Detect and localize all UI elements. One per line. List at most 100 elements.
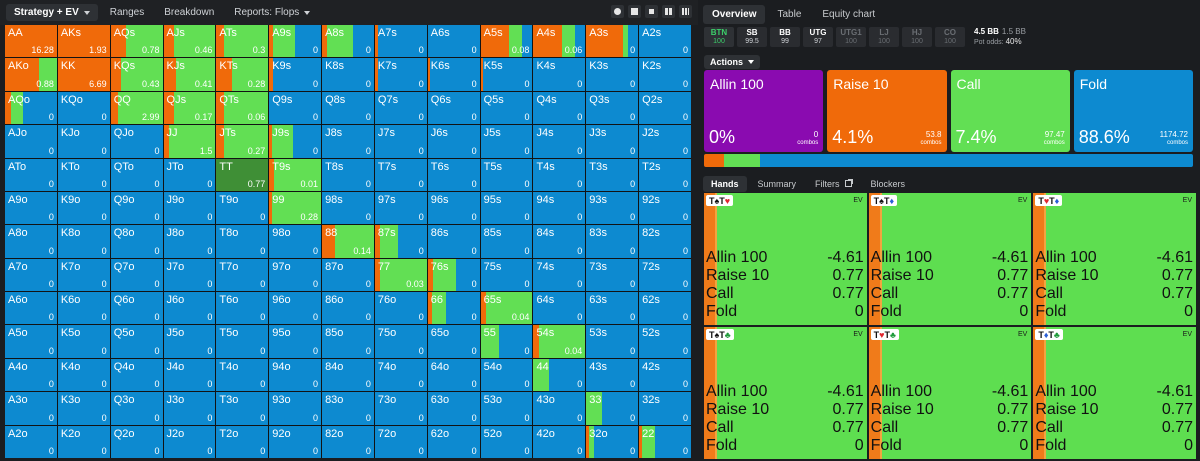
hand-cell[interactable]: 53o 0 (480, 392, 533, 425)
hand-cell[interactable]: 52o 0 (480, 425, 533, 458)
hand-cell[interactable]: Q2s 0 (639, 91, 691, 125)
tab-overview[interactable]: Overview (703, 4, 766, 24)
hand-cell[interactable]: QJs 0.17 (163, 91, 216, 125)
hand-cell[interactable]: JTs 0.27 (216, 125, 269, 158)
position-utg1[interactable]: UTG1 100 (836, 27, 866, 47)
hand-cell[interactable]: AQo 0 (5, 91, 57, 125)
hand-cell[interactable]: AQs 0.78 (110, 25, 163, 58)
hand-cell[interactable]: 42o 0 (533, 425, 586, 458)
hand-cell[interactable]: T3o 0 (216, 392, 269, 425)
position-lj[interactable]: LJ 100 (869, 27, 899, 47)
hand-cell[interactable]: T2o 0 (216, 425, 269, 458)
hand-cell[interactable]: 94o 0 (269, 358, 322, 392)
hand-cell[interactable]: A9s 0 (269, 25, 322, 58)
tab-equity-chart[interactable]: Equity chart (822, 8, 876, 20)
hand-cell[interactable]: KTs 0.28 (216, 58, 269, 91)
hand-cell[interactable]: J6s 0 (427, 125, 480, 158)
hand-cell[interactable]: ATo 0 (5, 158, 57, 191)
hand-cell[interactable]: 72s 0 (639, 258, 691, 292)
hand-cell[interactable]: KQs 0.43 (110, 58, 163, 91)
hand-cell[interactable]: 77 0.03 (374, 258, 427, 292)
hand-cell[interactable]: J4o 0 (163, 358, 216, 392)
hand-cell[interactable]: T9s 0.01 (269, 158, 322, 191)
tab-table[interactable]: Table (777, 8, 802, 20)
hand-cell[interactable]: JJ 1.5 (163, 125, 216, 158)
strategy-tab[interactable]: Strategy + EV (6, 4, 98, 21)
hand-cell[interactable]: KJo 0 (57, 125, 110, 158)
hand-cell[interactable]: 83o 0 (322, 392, 374, 425)
hand-cell[interactable]: KQo 0 (57, 91, 110, 125)
hand-cell[interactable]: AKo 0.88 (5, 58, 57, 91)
hand-cell[interactable]: 99 0.28 (269, 191, 322, 225)
hand-cell[interactable]: 83s 0 (586, 225, 639, 258)
hand-cell[interactable]: 76s 0 (427, 258, 480, 292)
hand-cell[interactable]: J5s 0 (480, 125, 533, 158)
hand-cell[interactable]: 84s 0 (533, 225, 586, 258)
hand-cell[interactable]: A4s 0.06 (533, 25, 586, 58)
hand-cell[interactable]: QQ 2.99 (110, 91, 163, 125)
hand-cell[interactable]: 87s 0 (374, 225, 427, 258)
position-btn[interactable]: BTN 100 (704, 27, 734, 47)
hand-cell[interactable]: Q7o 0 (110, 258, 163, 292)
hand-cell[interactable]: 98s 0 (322, 191, 374, 225)
hand-cell[interactable]: 73s 0 (586, 258, 639, 292)
hand-cell[interactable]: 65s 0.04 (480, 292, 533, 325)
hand-cell[interactable]: J2s 0 (639, 125, 691, 158)
hand-cell[interactable]: T2s 0 (639, 158, 691, 191)
hand-cell[interactable]: 63o 0 (427, 392, 480, 425)
hand-cell[interactable]: KJs 0.41 (163, 58, 216, 91)
hand-cell[interactable]: A2s 0 (639, 25, 691, 58)
hand-cell[interactable]: 96s 0 (427, 191, 480, 225)
hand-cell[interactable]: J8s 0 (322, 125, 374, 158)
hand-cell[interactable]: QTo 0 (110, 158, 163, 191)
hand-cell[interactable]: Q3o 0 (110, 392, 163, 425)
hand-cell[interactable]: Q5o 0 (110, 325, 163, 358)
hand-cell[interactable]: K8s 0 (322, 58, 374, 91)
position-sb[interactable]: SB 99.5 (737, 27, 767, 47)
hand-cell[interactable]: Q7s 0 (374, 91, 427, 125)
hand-cell[interactable]: A6s 0 (427, 25, 480, 58)
hand-cell[interactable]: 95o 0 (269, 325, 322, 358)
hand-cell[interactable]: A3o 0 (5, 392, 57, 425)
hand-cell[interactable]: K5o 0 (57, 325, 110, 358)
hand-cell[interactable]: T7s 0 (374, 158, 427, 191)
hand-cell[interactable]: 32o 0 (586, 425, 639, 458)
hand-cell[interactable]: A7o 0 (5, 258, 57, 292)
tab-blockers[interactable]: Blockers (863, 176, 914, 192)
hand-cell[interactable]: ATs 0.3 (216, 25, 269, 58)
position-co[interactable]: CO 100 (935, 27, 965, 47)
hand-cell[interactable]: Q6o 0 (110, 292, 163, 325)
hand-cell[interactable]: 42s 0 (639, 358, 691, 392)
hand-cell[interactable]: 32s 0 (639, 392, 691, 425)
hand-cell[interactable]: A6o 0 (5, 292, 57, 325)
hand-cell[interactable]: A8o 0 (5, 225, 57, 258)
hand-cell[interactable]: Q8o 0 (110, 225, 163, 258)
hand-cell[interactable]: 73o 0 (374, 392, 427, 425)
hand-cell[interactable]: 54s 0.04 (533, 325, 586, 358)
hand-cell[interactable]: 52s 0 (639, 325, 691, 358)
hand-cell[interactable]: A2o 0 (5, 425, 57, 458)
hand-cell[interactable]: 96o 0 (269, 292, 322, 325)
hand-cell[interactable]: AA 16.28 (5, 25, 57, 58)
hand-cell[interactable]: 85s 0 (480, 225, 533, 258)
tab-filters[interactable]: Filters (807, 176, 860, 192)
hand-cell[interactable]: KTo 0 (57, 158, 110, 191)
hand-cell[interactable]: K9s 0 (269, 58, 322, 91)
hand-cell[interactable]: A9o 0 (5, 191, 57, 225)
hand-cell[interactable]: 93s 0 (586, 191, 639, 225)
hand-cell[interactable]: 75o 0 (374, 325, 427, 358)
hand-cell[interactable]: T6o 0 (216, 292, 269, 325)
hand-cell[interactable]: 92o 0 (269, 425, 322, 458)
hand-cell[interactable]: QJo 0 (110, 125, 163, 158)
action-card-fold[interactable]: Fold 88.6% 1174.72 combos (1073, 70, 1193, 152)
hand-cell[interactable]: J9s 0 (269, 125, 322, 158)
hand-cell[interactable]: Q2o 0 (110, 425, 163, 458)
hand-cell[interactable]: A5o 0 (5, 325, 57, 358)
hand-cell[interactable]: K7o 0 (57, 258, 110, 292)
hand-card[interactable]: T ♥ T ♦ EV Allin 100 -4.61 Raise 10 0.77 Call 0.77… (1033, 193, 1196, 325)
hand-cell[interactable]: 33 0 (586, 392, 639, 425)
hand-cell[interactable]: TT 0.77 (216, 158, 269, 191)
position-bb[interactable]: BB 99 (770, 27, 800, 47)
hand-cell[interactable]: K6o 0 (57, 292, 110, 325)
hand-cell[interactable]: J2o 0 (163, 425, 216, 458)
